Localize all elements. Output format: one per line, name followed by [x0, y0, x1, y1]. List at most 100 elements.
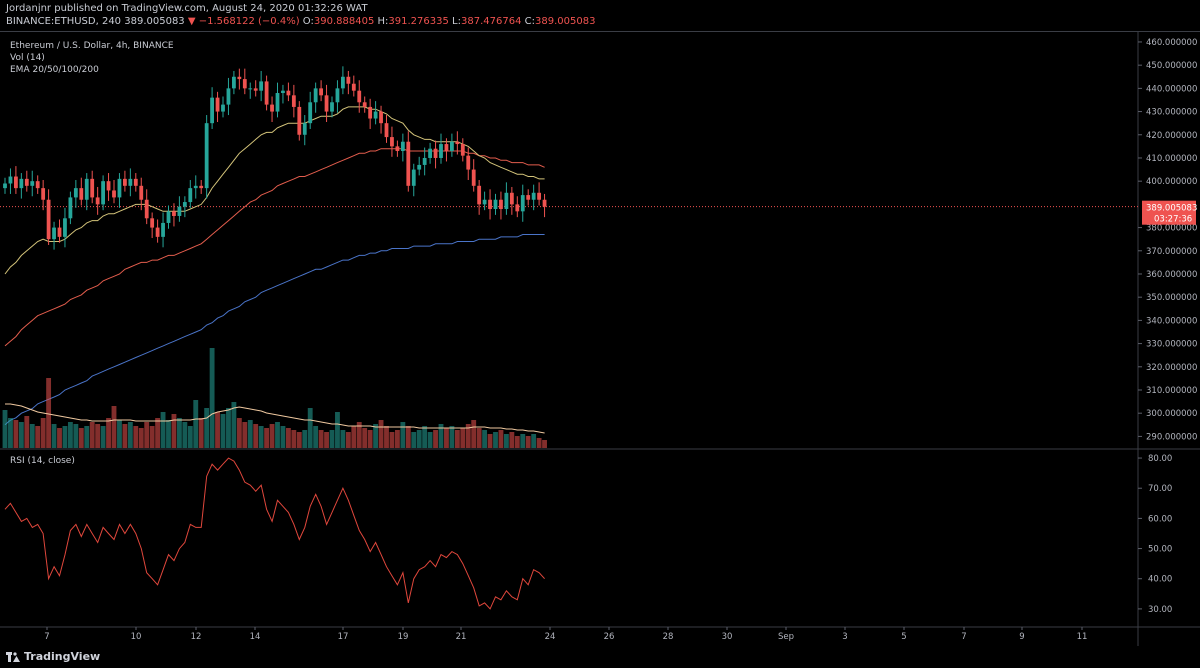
volume-bar	[335, 412, 340, 448]
candle-body	[286, 90, 291, 96]
volume-bar	[378, 420, 384, 448]
volume-bar	[296, 432, 302, 448]
volume-bar	[389, 432, 395, 448]
volume-bar	[444, 428, 449, 448]
rsi-tick-label: 70.00	[1148, 484, 1172, 494]
volume-bar	[367, 430, 373, 448]
candle-body	[155, 227, 160, 237]
candle-body	[526, 195, 531, 200]
candle-body	[275, 93, 280, 112]
candle-body	[264, 81, 269, 105]
volume-bar	[51, 424, 57, 448]
candle-body	[291, 95, 296, 107]
candle-body	[63, 218, 67, 237]
volume-bar	[176, 418, 182, 448]
time-tick-label: 28	[663, 632, 674, 642]
volume-bar	[160, 412, 166, 448]
candle-body	[444, 144, 449, 152]
time-tick-label: 21	[456, 632, 467, 642]
low-value: 387.476764	[461, 16, 522, 27]
volume-bar	[449, 426, 455, 448]
tradingview-logo-icon[interactable]	[6, 651, 20, 663]
price-tick-label: 300.000000	[1146, 409, 1197, 419]
candle-body	[95, 197, 100, 205]
volume-bar	[2, 410, 8, 448]
volume-bar	[324, 432, 329, 448]
volume-bar	[394, 430, 400, 448]
volume-bar	[307, 408, 313, 448]
ohlc-line: BINANCE:ETHUSD, 240 389.005083 ▼ −1.5681…	[6, 16, 595, 28]
volume-bar	[313, 426, 319, 448]
time-tick-label: 17	[338, 632, 349, 642]
volume-bar	[525, 436, 531, 448]
candle-body	[330, 102, 334, 112]
volume-bar	[258, 426, 264, 448]
candle-body	[19, 178, 24, 189]
volume-bar	[285, 428, 291, 448]
open-label: O:	[302, 16, 314, 27]
candle-body	[123, 178, 127, 186]
candle-body	[537, 192, 541, 200]
candle-body	[117, 178, 122, 198]
last-price: 389.005083	[124, 16, 185, 27]
volume-bar	[220, 414, 226, 448]
volume-bar	[35, 426, 41, 448]
candle-body	[150, 218, 155, 228]
volume-bar	[253, 424, 259, 448]
price-tag-countdown: 03:27:36	[1154, 215, 1192, 225]
volume-bar	[280, 426, 286, 448]
candle-body	[411, 169, 416, 186]
legend-rsi: RSI (14, close)	[10, 456, 75, 466]
rsi-tick-label: 80.00	[1148, 454, 1172, 464]
volume-bar	[13, 420, 19, 448]
candle-body	[172, 211, 176, 216]
price-tick-label: 460.000000	[1146, 38, 1197, 48]
chart-canvas[interactable]: 460.000000 450.000000 440.000000 430.000000…	[0, 31, 1200, 646]
candle-body	[422, 157, 427, 165]
candle-body	[302, 123, 307, 135]
volume-bar	[78, 428, 84, 448]
volume-bar	[433, 430, 438, 448]
candle-body	[384, 123, 389, 138]
volume-bar	[264, 428, 270, 448]
candle-body	[520, 195, 525, 212]
volume-bar	[542, 440, 547, 448]
price-tick-label: 400.000000	[1146, 177, 1197, 187]
brand-name[interactable]: TradingView	[24, 650, 101, 663]
volume-bar	[89, 422, 95, 448]
candle-body	[499, 199, 503, 210]
candle-body	[177, 206, 182, 216]
volume-bar	[84, 426, 90, 448]
volume-bar	[138, 428, 144, 448]
volume-bar	[482, 430, 488, 448]
candle-body	[215, 97, 220, 112]
volume-bar	[460, 428, 466, 448]
candle-body	[237, 76, 242, 80]
candle-body	[379, 111, 383, 124]
candle-body	[199, 185, 204, 189]
volume-bar	[204, 408, 210, 448]
rsi-tick-label: 30.00	[1148, 605, 1172, 615]
volume-bar	[356, 422, 362, 448]
volume-bar	[405, 426, 411, 448]
rsi-tick-label: 50.00	[1148, 545, 1172, 555]
high-value: 391.276335	[388, 16, 449, 27]
time-tick-label: 19	[398, 632, 409, 642]
candle-body	[128, 178, 133, 186]
candle-body	[341, 76, 345, 89]
low-label: L:	[452, 16, 461, 27]
volume-bar	[106, 418, 111, 448]
volume-bar	[226, 408, 231, 448]
volume-bar	[62, 426, 68, 448]
close-value: 389.005083	[535, 16, 596, 27]
volume-bar	[215, 412, 220, 448]
candle-body	[308, 102, 313, 124]
candle-body	[460, 144, 465, 156]
candle-body	[41, 188, 46, 200]
candle-body	[351, 83, 356, 91]
time-tick-label: 24	[545, 632, 556, 642]
price-tick-label: 430.000000	[1146, 108, 1197, 118]
time-tick-label: Sep	[778, 632, 794, 642]
candle-body	[161, 222, 165, 237]
volume-bar	[340, 430, 346, 448]
